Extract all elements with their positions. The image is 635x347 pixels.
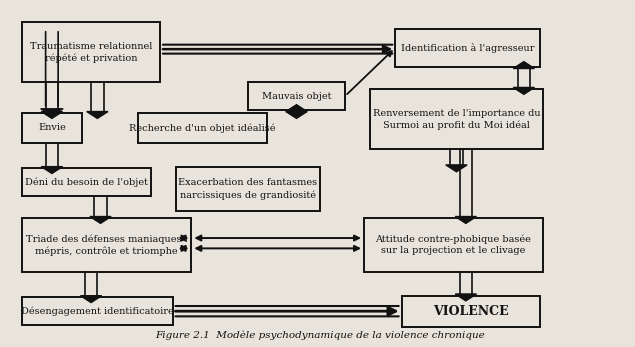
FancyBboxPatch shape [395,29,540,67]
Polygon shape [81,296,102,303]
Text: Renversement de l'importance du
Surmoi au profit du Moi idéal: Renversement de l'importance du Surmoi a… [373,109,540,130]
Polygon shape [513,62,535,68]
FancyBboxPatch shape [22,113,82,143]
Text: Envie: Envie [38,124,66,133]
FancyBboxPatch shape [176,167,320,211]
FancyBboxPatch shape [364,218,543,272]
Text: VIOLENCE: VIOLENCE [432,305,509,318]
Polygon shape [41,109,63,114]
Text: Désengagement identificatoire: Désengagement identificatoire [21,306,174,316]
Polygon shape [455,217,476,223]
FancyBboxPatch shape [401,296,540,327]
Text: Identification à l'agresseur: Identification à l'agresseur [401,43,534,53]
FancyBboxPatch shape [138,113,267,143]
FancyBboxPatch shape [248,82,345,110]
Text: Figure 2.1  Modèle psychodynamique de la violence chronique: Figure 2.1 Modèle psychodynamique de la … [155,331,485,340]
FancyBboxPatch shape [22,22,160,82]
Polygon shape [87,111,108,118]
Text: Déni du besoin de l'objet: Déni du besoin de l'objet [25,177,148,187]
FancyBboxPatch shape [370,89,543,150]
FancyBboxPatch shape [22,218,191,272]
Polygon shape [41,167,62,174]
Polygon shape [455,294,476,301]
Polygon shape [90,217,111,223]
FancyBboxPatch shape [22,297,173,325]
Polygon shape [286,111,307,118]
FancyBboxPatch shape [22,168,150,196]
Text: Exacerbation des fantasmes
narcissiques de grandiosité: Exacerbation des fantasmes narcissiques … [178,178,318,200]
Polygon shape [41,111,62,118]
Text: Recherche d'un objet idéalisé: Recherche d'un objet idéalisé [129,123,276,133]
Text: Attitude contre-phobique basée
sur la projection et le clivage: Attitude contre-phobique basée sur la pr… [375,235,531,255]
Text: Mauvais objet: Mauvais objet [262,92,331,101]
Text: Triade des défenses maniaques :
mépris, contrôle et triomphe: Triade des défenses maniaques : mépris, … [26,234,188,256]
Text: Traumatisme relationnel
répété et privation: Traumatisme relationnel répété et privat… [30,42,152,63]
Polygon shape [513,87,535,94]
Polygon shape [286,105,307,111]
Polygon shape [446,165,467,172]
